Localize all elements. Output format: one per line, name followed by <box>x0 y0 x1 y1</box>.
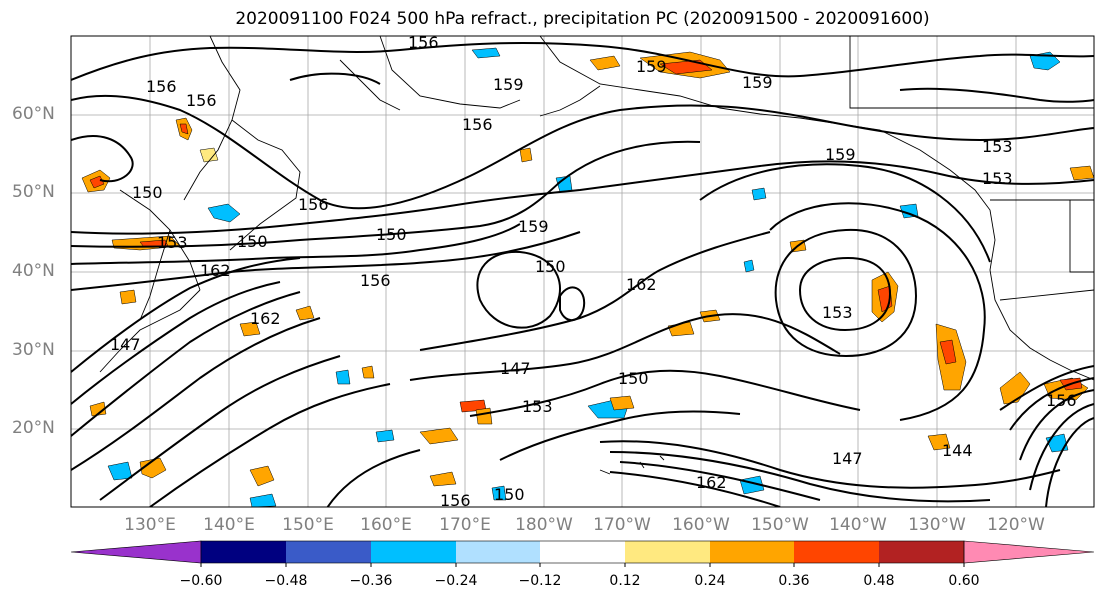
lat-label-60n: 60°N <box>12 104 55 124</box>
contour-label: 150 <box>376 225 407 244</box>
coastlines <box>71 36 1094 475</box>
map-panel: 156 156 156 159 159 159 159 156 150 150 … <box>71 33 1094 510</box>
contour-label: 156 <box>298 195 329 214</box>
colorbar-tick-label: 0.36 <box>778 573 810 589</box>
colorbar-ticks <box>200 563 965 567</box>
map-title: 2020091100 F024 500 hPa refract., precip… <box>235 9 930 29</box>
colorbar-bin <box>710 541 794 563</box>
lon-label-130e: 130°E <box>124 515 176 535</box>
lon-label-150e: 150°E <box>282 515 334 535</box>
contour-label: 156 <box>186 91 217 110</box>
precip-shading <box>81 47 1094 507</box>
colorbar-bin <box>879 541 964 563</box>
map-frame <box>70 35 1095 508</box>
colorbar-tick-label: −0.48 <box>264 573 308 589</box>
lat-label-30n: 30°N <box>12 340 55 360</box>
contour-label: 156 <box>146 77 177 96</box>
contour-label: 156 <box>360 271 391 290</box>
colorbar-bin <box>794 541 879 563</box>
lat-label-40n: 40°N <box>12 261 55 281</box>
colorbar-tick-label: 0.24 <box>694 573 726 589</box>
contour-label: 162 <box>696 473 727 492</box>
lon-label-180w: 180°W <box>515 515 573 535</box>
lat-label-50n: 50°N <box>12 182 55 202</box>
contour-label: 162 <box>250 309 281 328</box>
lon-label-130w: 130°W <box>908 515 966 535</box>
contour-label: 153 <box>822 303 853 322</box>
colorbar-tick-label: 0.48 <box>863 573 895 589</box>
lon-label-170w: 170°W <box>593 515 651 535</box>
lon-label-160w: 160°W <box>672 515 730 535</box>
contour-label-group: 156 156 156 159 159 159 159 156 150 150 … <box>110 33 1077 510</box>
colorbar-extend-min <box>70 540 202 564</box>
colorbar-bin <box>625 541 710 563</box>
contour-label: 144 <box>942 441 973 460</box>
colorbar-tick-label: −0.12 <box>518 573 562 589</box>
gridlines <box>71 36 1094 507</box>
refractivity-contours <box>71 42 1094 507</box>
contour-label: 159 <box>825 145 856 164</box>
contour-label: 150 <box>132 183 163 202</box>
colorbar-tick-label: −0.24 <box>434 573 478 589</box>
contour-label: 153 <box>982 169 1013 188</box>
contour-label: 150 <box>618 369 649 388</box>
lon-label-140e: 140°E <box>203 515 255 535</box>
lon-label-160e: 160°E <box>360 515 412 535</box>
contour-label: 156 <box>408 33 439 52</box>
lat-label-20n: 20°N <box>12 418 55 438</box>
colorbar-tick-label: −0.60 <box>179 573 223 589</box>
contour-label: 150 <box>535 257 566 276</box>
colorbar-bin <box>201 541 286 563</box>
contour-label: 147 <box>832 449 863 468</box>
contour-label: 153 <box>522 397 553 416</box>
colorbar-bin <box>286 541 371 563</box>
lon-label-150w: 150°W <box>751 515 809 535</box>
contour-label: 159 <box>636 57 667 76</box>
contour-label: 156 <box>462 115 493 134</box>
colorbar-bin <box>540 541 625 563</box>
colorbar-tick-label: −0.36 <box>349 573 393 589</box>
contour-label: 147 <box>110 335 141 354</box>
contour-label: 162 <box>200 261 231 280</box>
contour-label: 153 <box>982 137 1013 156</box>
contour-label: 150 <box>494 485 525 504</box>
contour-label: 147 <box>500 359 531 378</box>
lon-label-140w: 140°W <box>829 515 887 535</box>
colorbar-tick-label: 0.12 <box>609 573 641 589</box>
contour-label: 159 <box>518 217 549 236</box>
contour-label: 156 <box>1046 391 1077 410</box>
contour-label: 153 <box>157 233 188 252</box>
colorbar-bin <box>456 541 540 563</box>
colorbar <box>70 540 1095 567</box>
contour-label: 150 <box>237 232 268 251</box>
contour-label: 159 <box>742 73 773 92</box>
contour-label: 162 <box>626 275 657 294</box>
colorbar-extend-max <box>963 540 1095 564</box>
contour-label: 156 <box>440 491 471 510</box>
colorbar-tick-label: 0.60 <box>948 573 980 589</box>
lon-label-120w: 120°W <box>987 515 1045 535</box>
lon-label-170e: 170°E <box>439 515 491 535</box>
contour-label: 159 <box>493 75 524 94</box>
colorbar-bin <box>371 541 456 563</box>
